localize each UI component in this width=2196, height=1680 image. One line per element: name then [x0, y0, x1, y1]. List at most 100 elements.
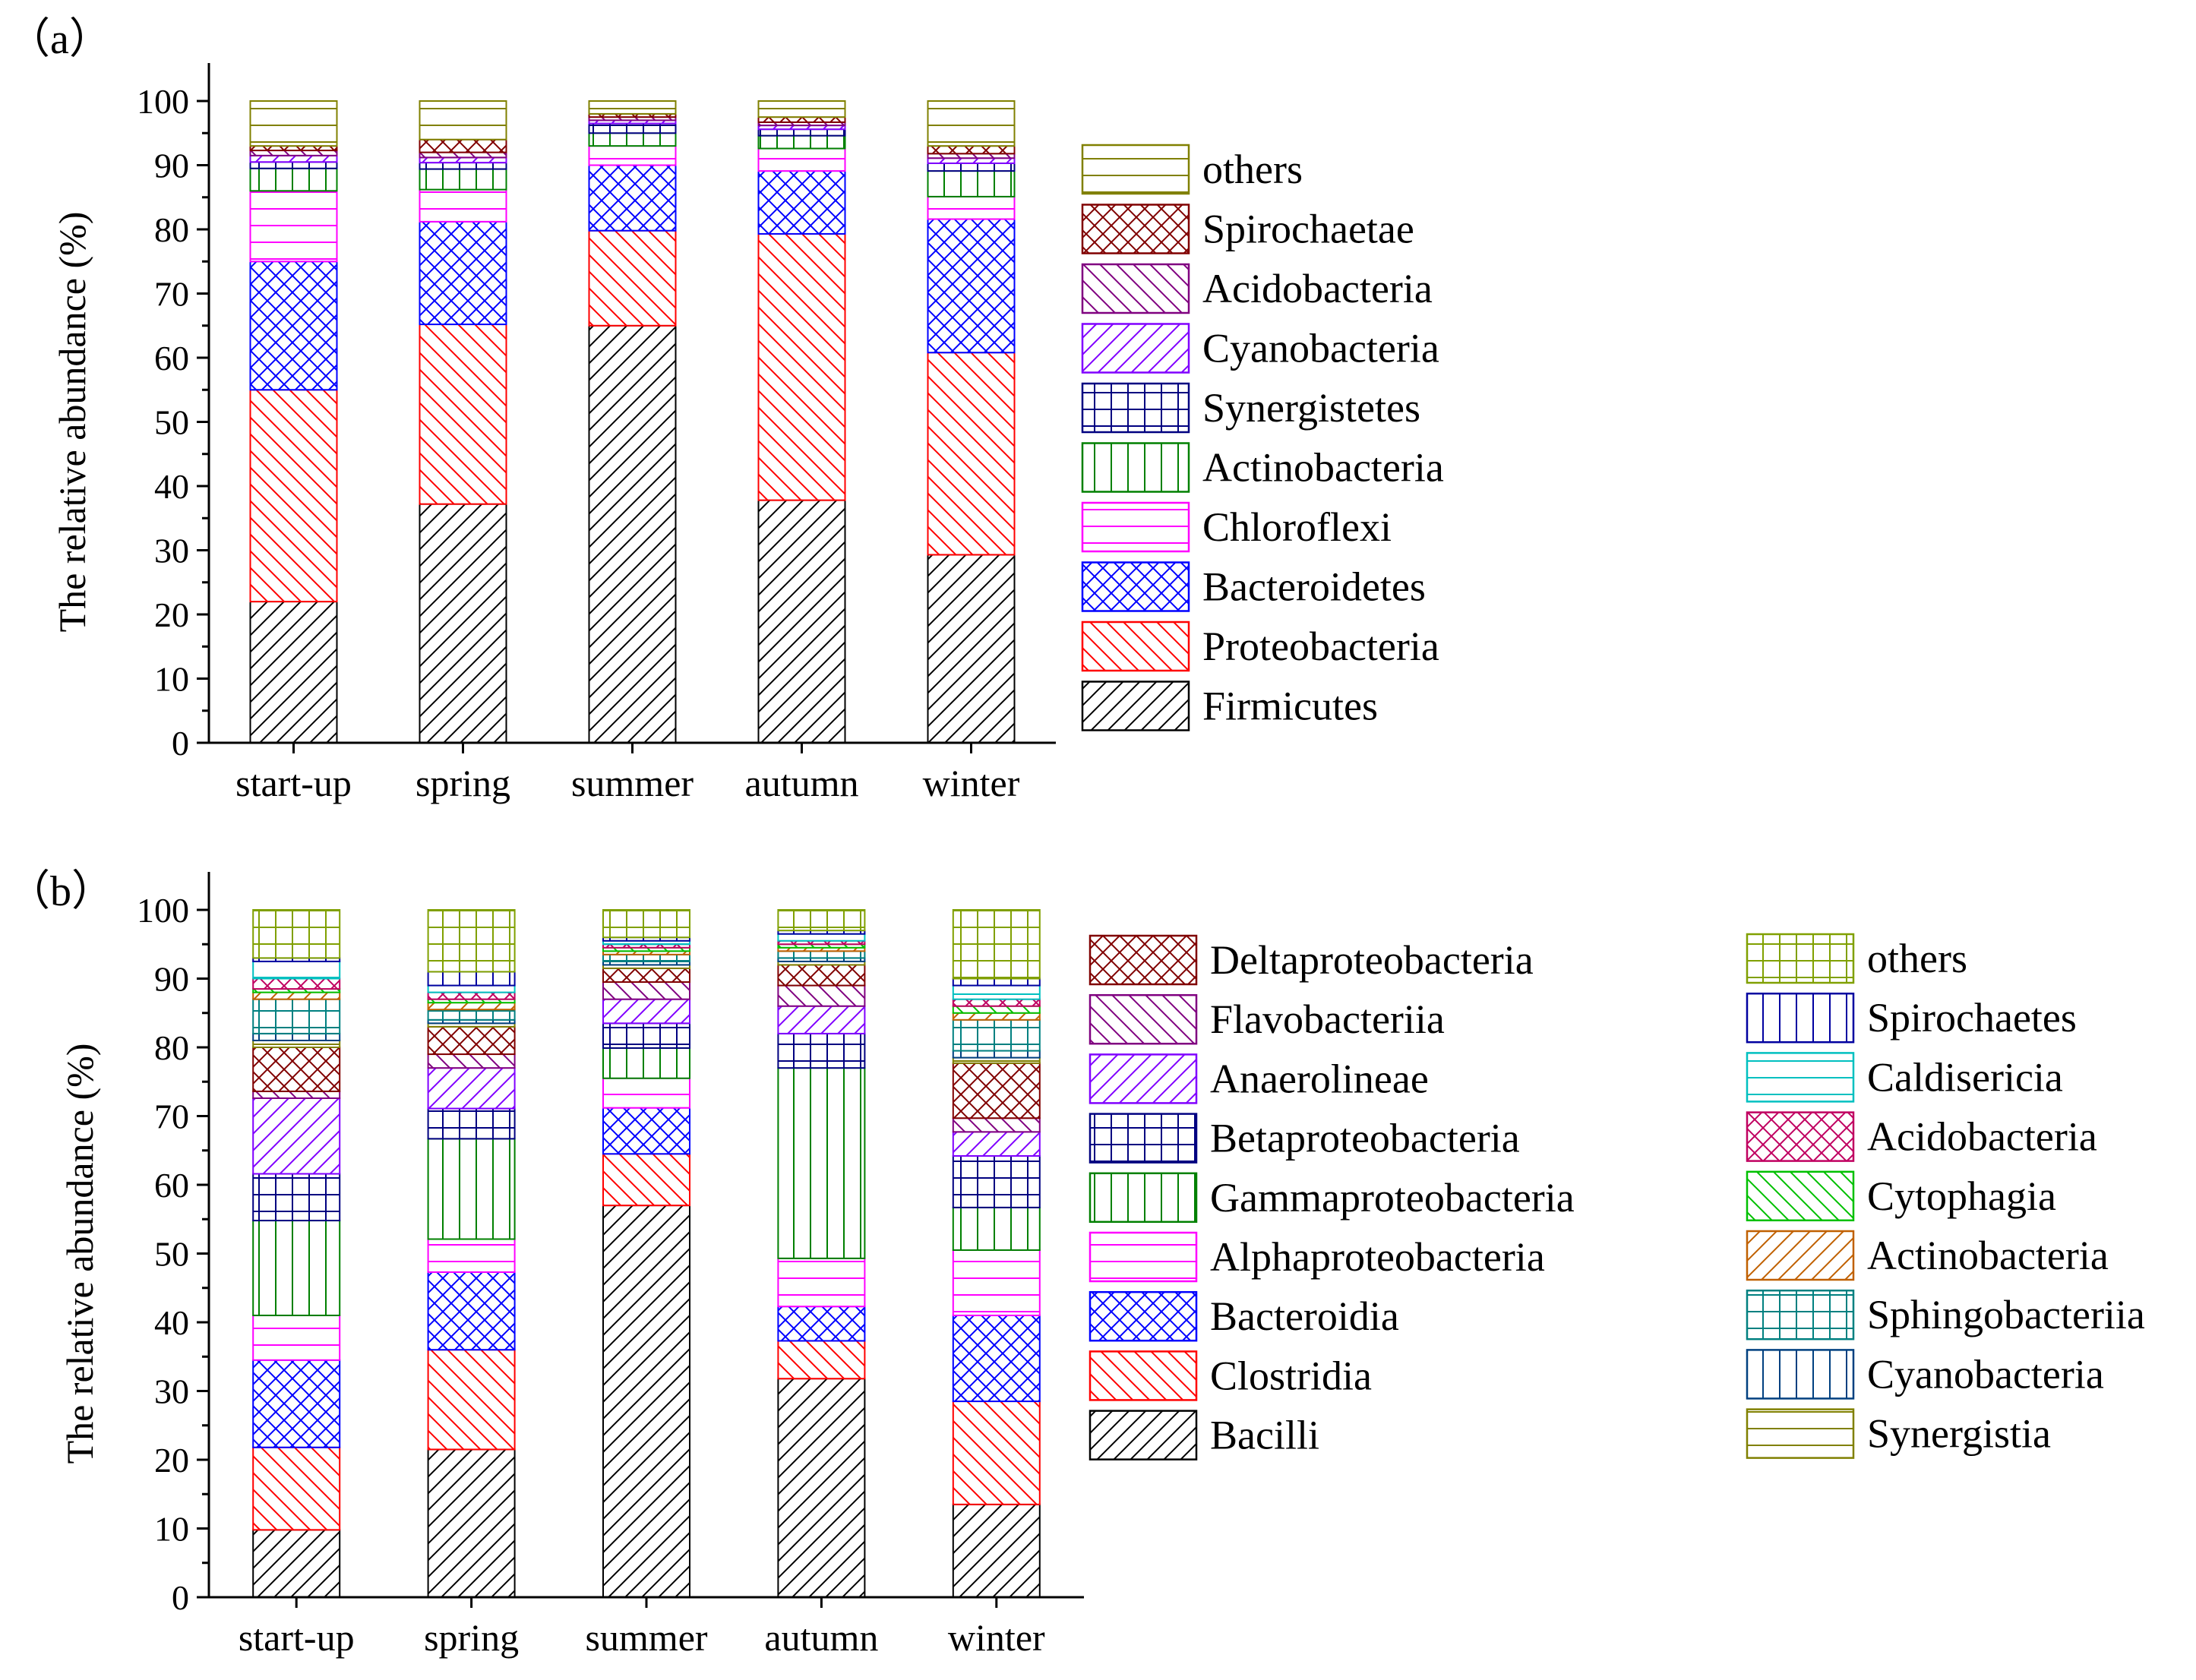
y-tick-label: 80	[154, 210, 189, 249]
bar-spring-caldisericia	[427, 984, 516, 993]
legend-swatch-deltaproteobacteria	[1089, 934, 1198, 986]
bar-start-up-deltaproteobacteria	[252, 1047, 341, 1092]
legend-swatch-bacilli	[1089, 1410, 1198, 1461]
bar-spring-bacteroidia	[427, 1271, 516, 1351]
x-tick-label: winter	[948, 1616, 1045, 1659]
bar-spring-actinobacteria	[427, 1002, 516, 1011]
bar-spring-firmicutes	[419, 503, 507, 744]
legend-swatch-sphingobacteriia	[1746, 1289, 1855, 1341]
bar-spring-spirochaetes	[427, 971, 516, 987]
bar-summer-flavobacteriia	[602, 981, 690, 1000]
bar-winter-sphingobacteriia	[952, 1018, 1041, 1052]
bar-spring-sphingobacteriia	[427, 1009, 516, 1021]
legend-swatch-synergistia	[1746, 1408, 1855, 1459]
y-tick-label: 100	[137, 891, 189, 930]
bar-summer-chloroflexi	[588, 145, 677, 166]
x-tick-label: summer	[585, 1616, 707, 1659]
bar-start-up-proteobacteria	[249, 389, 338, 603]
y-tick-label: 20	[154, 595, 189, 634]
bar-winter-bacilli	[952, 1503, 1041, 1598]
bar-summer-proteobacteria	[588, 229, 677, 327]
bar-spring-acidobacteria	[427, 991, 516, 1000]
legend-label-acidobacteria: Acidobacteria	[1867, 1114, 2097, 1160]
legend-label-spirochaetae: Spirochaetae	[1202, 207, 1414, 252]
x-tick-label: summer	[571, 762, 694, 804]
legend-label-cyanobacteria: Cyanobacteria	[1202, 326, 1439, 371]
bar-summer-others	[602, 909, 690, 939]
bar-start-up-firmicutes	[249, 601, 338, 744]
legend-label-synergistia: Synergistia	[1867, 1411, 2051, 1457]
bar-winter-gammaproteobacteria	[952, 1206, 1041, 1251]
bar-winter-others	[952, 909, 1041, 980]
bar-autumn-gammaproteobacteria	[777, 1067, 866, 1259]
bar-winter-bacteroidia	[952, 1314, 1041, 1403]
bar-autumn-others	[777, 909, 866, 932]
legend-swatch-cytophagia	[1746, 1170, 1855, 1222]
y-tick-label: 60	[154, 1166, 189, 1205]
legend-swatch-alphaproteobacteria	[1089, 1231, 1198, 1283]
y-tick-label: 90	[154, 960, 189, 999]
bar-start-up-acidobacteria	[249, 150, 338, 156]
bar-winter-spirochaetes	[952, 977, 1041, 987]
bar-autumn-caldisericia	[777, 933, 866, 942]
legend-label-actinobacteria: Actinobacteria	[1867, 1233, 2109, 1278]
y-tick-label: 80	[154, 1028, 189, 1067]
panel-label: （b）	[8, 868, 114, 915]
legend-label-actinobacteria: Actinobacteria	[1202, 445, 1444, 491]
legend-label-gammaproteobacteria: Gammaproteobacteria	[1210, 1175, 1575, 1221]
legend-swatch-spirochaetes	[1746, 992, 1855, 1044]
y-axis-title: The relative abundance (%)	[51, 212, 93, 633]
bar-spring-gammaproteobacteria	[427, 1138, 516, 1240]
y-tick-label: 100	[137, 82, 189, 121]
bar-spring-synergistetes	[419, 162, 507, 170]
legend-swatch-bacteroidia	[1089, 1290, 1198, 1342]
bar-spring-others	[419, 100, 507, 141]
bar-autumn-spirochaetae	[757, 116, 846, 123]
bar-spring-proteobacteria	[419, 324, 507, 505]
bar-start-up-synergistia	[252, 1039, 341, 1048]
bar-spring-clostridia	[427, 1349, 516, 1451]
bar-winter-alphaproteobacteria	[952, 1249, 1041, 1316]
x-tick-label: spring	[424, 1616, 519, 1659]
bar-start-up-sphingobacteriia	[252, 998, 341, 1034]
bar-winter-bacteroidetes	[927, 218, 1016, 354]
chart-panel-a: （a） The relative abundance (%) start-up spr…	[8, 16, 1444, 804]
bar-spring-alphaproteobacteria	[427, 1238, 516, 1273]
legend-label-flavobacteriia: Flavobacteriia	[1210, 996, 1445, 1042]
legend-label-bacteroidia: Bacteroidia	[1210, 1293, 1399, 1339]
bar-autumn-actinobacteria	[757, 134, 846, 150]
legend-swatch-anaerolineae	[1089, 1053, 1198, 1104]
bar-spring-deltaproteobacteria	[427, 1025, 516, 1056]
legend-swatch-synergistetes	[1081, 382, 1190, 434]
bar-winter-anaerolineae	[952, 1131, 1041, 1157]
bar-autumn-alphaproteobacteria	[777, 1257, 866, 1308]
bar-autumn-flavobacteriia	[777, 984, 866, 1007]
bar-start-up-bacteroidetes	[249, 261, 338, 391]
bar-summer-synergistetes	[588, 122, 677, 134]
legend-swatch-spirochaetae	[1081, 204, 1190, 254]
bar-winter-others	[927, 100, 1016, 147]
legend-label-spirochaetes: Spirochaetes	[1867, 995, 2077, 1041]
bar-spring-chloroflexi	[419, 188, 507, 223]
bar-summer-gammaproteobacteria	[602, 1047, 690, 1079]
bar-winter-chloroflexi	[927, 195, 1016, 220]
y-tick-label: 40	[154, 467, 189, 506]
bar-winter-synergistetes	[927, 162, 1016, 172]
legend-label-bacilli: Bacilli	[1210, 1413, 1319, 1458]
legend-label-deltaproteobacteria: Deltaproteobacteria	[1210, 937, 1534, 983]
bar-winter-actinobacteria	[952, 1012, 1041, 1021]
legend-label-cyanobacteria: Cyanobacteria	[1867, 1351, 2104, 1397]
bar-autumn-bacteroidia	[777, 1306, 866, 1342]
y-tick-label: 50	[154, 403, 189, 442]
legend-label-proteobacteria: Proteobacteria	[1202, 624, 1439, 669]
bar-start-up-caldisericia	[252, 960, 341, 980]
x-tick-label: winter	[923, 762, 1020, 804]
bar-start-up-flavobacteriia	[252, 1090, 341, 1099]
y-tick-label: 30	[154, 1372, 189, 1411]
bar-start-up-actinobacteria	[252, 991, 341, 1000]
legend-label-bacteroidetes: Bacteroidetes	[1202, 564, 1426, 610]
bar-winter-clostridia	[952, 1401, 1041, 1505]
legend-label-firmicutes: Firmicutes	[1202, 684, 1378, 729]
legend-label-betaproteobacteria: Betaproteobacteria	[1210, 1116, 1520, 1161]
